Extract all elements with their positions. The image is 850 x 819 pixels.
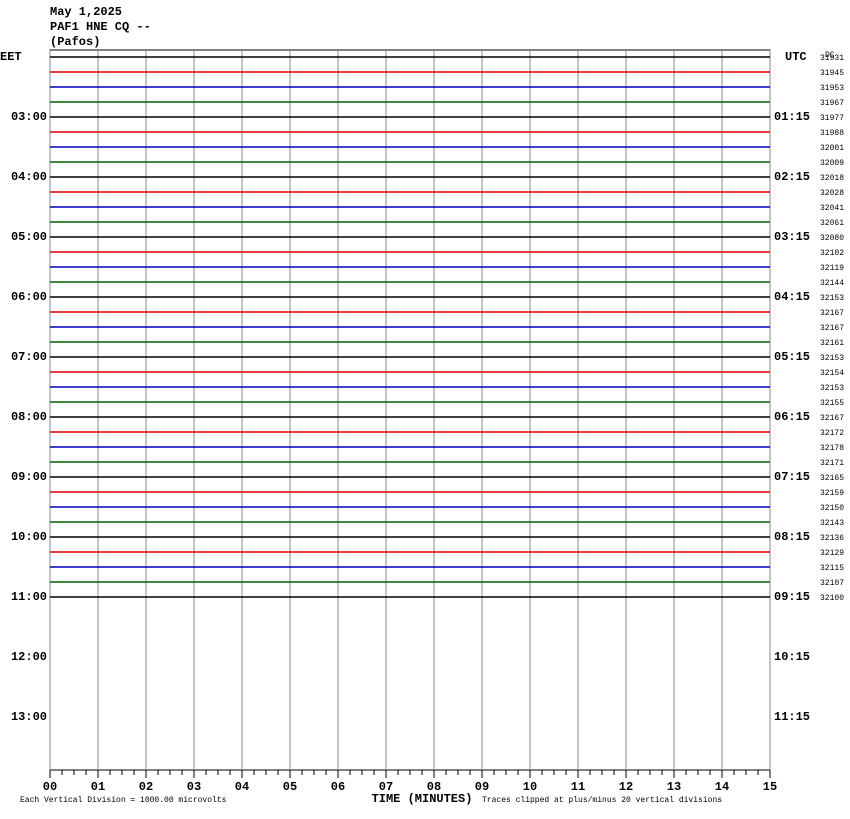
left-time-label: 03:00 bbox=[11, 110, 47, 124]
right-time-label: 06:15 bbox=[774, 410, 810, 424]
x-tick-label: 10 bbox=[523, 780, 537, 794]
dc-label: DC bbox=[825, 51, 835, 60]
dc-value: 32159 bbox=[820, 489, 844, 498]
dc-value: 32150 bbox=[820, 504, 844, 513]
dc-value: 32028 bbox=[820, 189, 844, 198]
dc-value: 32144 bbox=[820, 279, 844, 288]
right-time-label: 08:15 bbox=[774, 530, 810, 544]
x-tick-label: 00 bbox=[43, 780, 57, 794]
dc-value: 32178 bbox=[820, 444, 844, 453]
right-axis-label: UTC bbox=[785, 50, 807, 64]
footer-left: Each Vertical Division = 1000.00 microvo… bbox=[20, 796, 227, 805]
dc-value: 32129 bbox=[820, 549, 844, 558]
right-time-label: 10:15 bbox=[774, 650, 810, 664]
x-tick-label: 14 bbox=[715, 780, 729, 794]
dc-value: 31931 bbox=[820, 54, 844, 63]
dc-value: 32018 bbox=[820, 174, 844, 183]
dc-value: 31967 bbox=[820, 99, 844, 108]
dc-value: 32100 bbox=[820, 594, 844, 603]
x-tick-label: 05 bbox=[283, 780, 297, 794]
title-line: PAF1 HNE CQ -- bbox=[50, 20, 151, 34]
dc-value: 32009 bbox=[820, 159, 844, 168]
x-tick-label: 13 bbox=[667, 780, 681, 794]
right-time-label: 05:15 bbox=[774, 350, 810, 364]
left-time-label: 13:00 bbox=[11, 710, 47, 724]
dc-value: 32001 bbox=[820, 144, 844, 153]
left-time-label: 07:00 bbox=[11, 350, 47, 364]
title-line: (Pafos) bbox=[50, 35, 100, 49]
x-tick-label: 08 bbox=[427, 780, 441, 794]
dc-value: 32061 bbox=[820, 219, 844, 228]
left-time-label: 10:00 bbox=[11, 530, 47, 544]
x-tick-label: 09 bbox=[475, 780, 489, 794]
right-time-label: 02:15 bbox=[774, 170, 810, 184]
dc-value: 32080 bbox=[820, 234, 844, 243]
dc-value: 31988 bbox=[820, 129, 844, 138]
right-time-label: 11:15 bbox=[774, 710, 810, 724]
dc-value: 32171 bbox=[820, 459, 844, 468]
dc-value: 32115 bbox=[820, 564, 844, 573]
left-time-label: 09:00 bbox=[11, 470, 47, 484]
dc-value: 32167 bbox=[820, 309, 844, 318]
dc-value: 32167 bbox=[820, 414, 844, 423]
title-line: May 1,2025 bbox=[50, 5, 122, 19]
dc-value: 31945 bbox=[820, 69, 844, 78]
dc-value: 32102 bbox=[820, 249, 844, 258]
x-tick-label: 03 bbox=[187, 780, 201, 794]
right-time-label: 07:15 bbox=[774, 470, 810, 484]
x-tick-label: 11 bbox=[571, 780, 585, 794]
dc-value: 32153 bbox=[820, 354, 844, 363]
dc-value: 32107 bbox=[820, 579, 844, 588]
x-tick-label: 15 bbox=[763, 780, 777, 794]
dc-value: 32165 bbox=[820, 474, 844, 483]
x-tick-label: 04 bbox=[235, 780, 249, 794]
left-time-label: 12:00 bbox=[11, 650, 47, 664]
right-time-label: 04:15 bbox=[774, 290, 810, 304]
left-time-label: 08:00 bbox=[11, 410, 47, 424]
right-time-label: 01:15 bbox=[774, 110, 810, 124]
left-time-label: 05:00 bbox=[11, 230, 47, 244]
dc-value: 32161 bbox=[820, 339, 844, 348]
dc-value: 32119 bbox=[820, 264, 844, 273]
x-tick-label: 06 bbox=[331, 780, 345, 794]
right-time-label: 03:15 bbox=[774, 230, 810, 244]
dc-value: 32155 bbox=[820, 399, 844, 408]
dc-value: 32153 bbox=[820, 294, 844, 303]
dc-value: 32143 bbox=[820, 519, 844, 528]
left-time-label: 06:00 bbox=[11, 290, 47, 304]
x-tick-label: 07 bbox=[379, 780, 393, 794]
x-tick-label: 12 bbox=[619, 780, 633, 794]
dc-value: 32154 bbox=[820, 369, 844, 378]
x-tick-label: 01 bbox=[91, 780, 105, 794]
left-axis-label: EET bbox=[0, 50, 22, 64]
right-time-label: 09:15 bbox=[774, 590, 810, 604]
dc-value: 32041 bbox=[820, 204, 844, 213]
x-axis-label: TIME (MINUTES) bbox=[372, 792, 473, 806]
left-time-label: 11:00 bbox=[11, 590, 47, 604]
x-tick-label: 02 bbox=[139, 780, 153, 794]
dc-value: 32136 bbox=[820, 534, 844, 543]
dc-value: 32153 bbox=[820, 384, 844, 393]
left-time-label: 04:00 bbox=[11, 170, 47, 184]
footer-right: Traces clipped at plus/minus 20 vertical… bbox=[482, 796, 722, 805]
dc-value: 31953 bbox=[820, 84, 844, 93]
dc-value: 32167 bbox=[820, 324, 844, 333]
dc-value: 31977 bbox=[820, 114, 844, 123]
dc-value: 32172 bbox=[820, 429, 844, 438]
